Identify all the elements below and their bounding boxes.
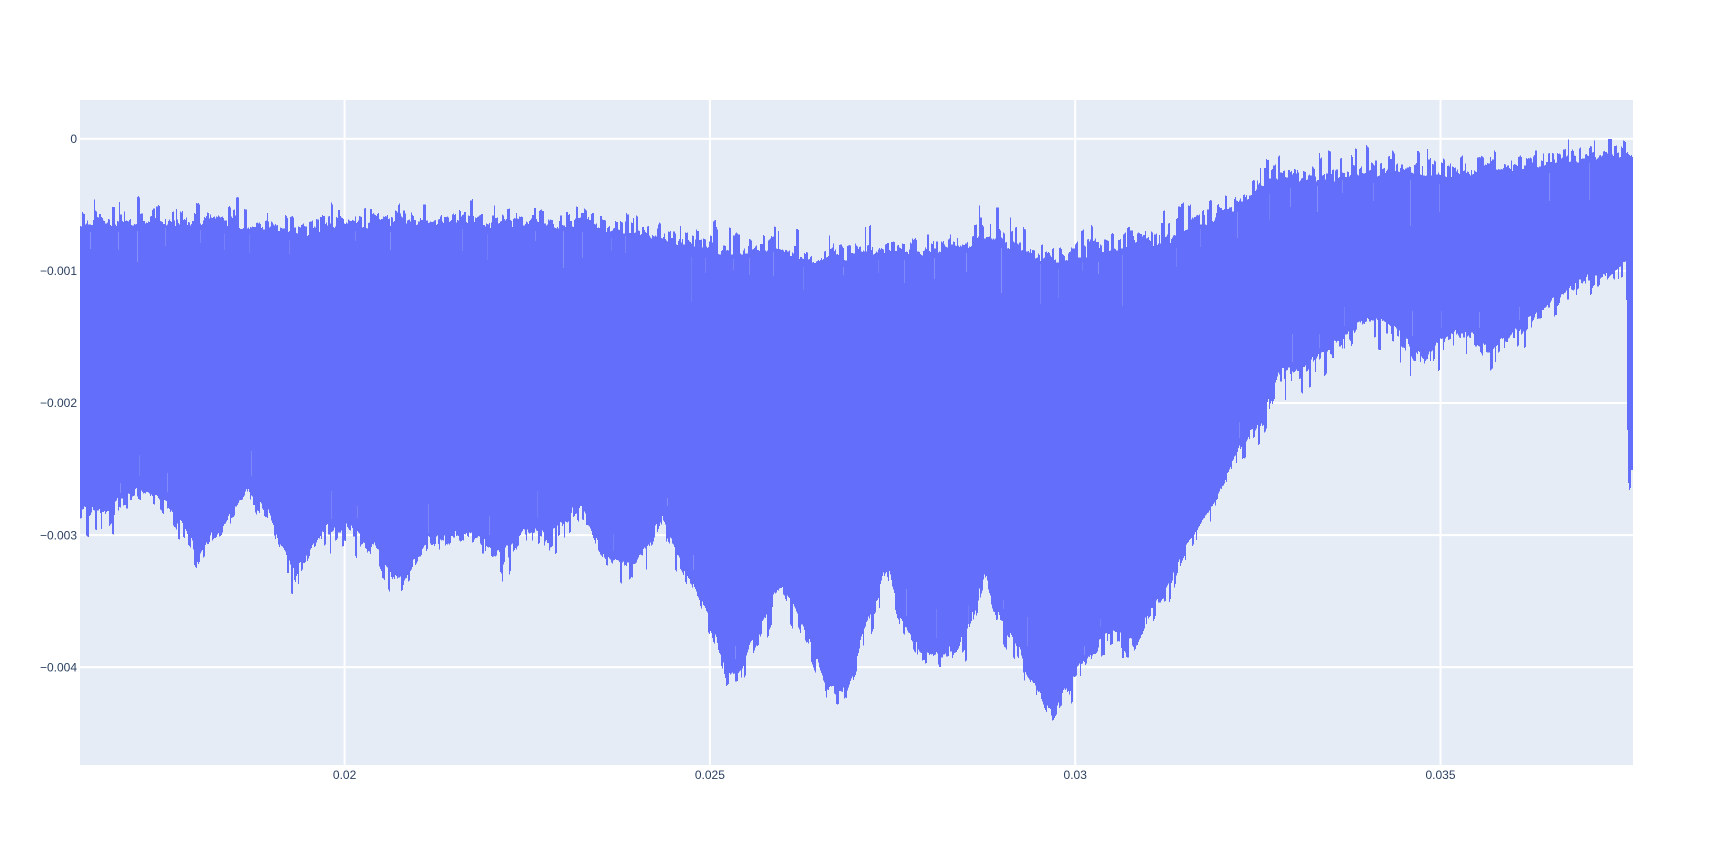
svg-text:−0.001: −0.001: [40, 264, 77, 278]
svg-text:0.03: 0.03: [1064, 768, 1088, 782]
svg-text:−0.003: −0.003: [40, 528, 77, 542]
svg-text:0.035: 0.035: [1425, 768, 1455, 782]
svg-text:0: 0: [70, 132, 77, 146]
svg-text:−0.004: −0.004: [40, 660, 77, 674]
svg-text:−0.002: −0.002: [40, 396, 77, 410]
svg-text:0.02: 0.02: [333, 768, 357, 782]
svg-text:0.025: 0.025: [695, 768, 725, 782]
